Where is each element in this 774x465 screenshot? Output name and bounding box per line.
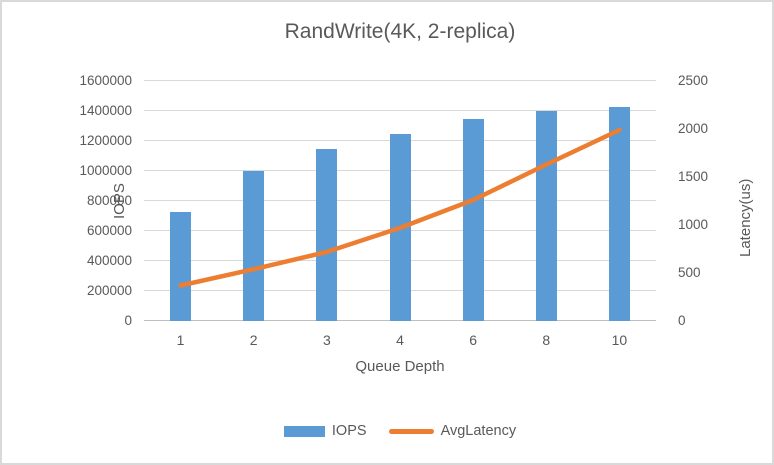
x-axis-tick-label: 4 [396,332,404,348]
iops-bar-swatch-icon [283,425,325,437]
iops-bar [170,211,192,321]
legend-item-iops: IOPS [283,423,367,439]
right-axis-tick-label: 1500 [678,169,709,184]
legend-label-avglatency: AvgLatency [440,423,517,439]
gridline [144,110,656,111]
left-axis-tick-label: 600000 [86,223,132,238]
x-axis-tick-label: 2 [249,332,258,348]
right-axis-tick-label: 2500 [678,73,709,88]
iops-bar [608,106,630,321]
left-axis-tick-label: 1400000 [79,103,132,118]
right-axis-tick-label: 2000 [678,121,709,136]
left-axis-tick-label: 1000000 [79,163,132,178]
legend-label-iops: IOPS [331,423,367,439]
x-axis-tick-label: 8 [542,332,551,348]
legend: IOPS AvgLatency [144,423,656,439]
chart-title: RandWrite(4K, 2-replica) [284,20,516,43]
left-axis-tick-label: 1200000 [79,133,132,148]
left-axis-tick-label: 200000 [86,283,132,298]
right-axis-tick-label: 1000 [678,217,709,232]
x-axis-tick-label: 6 [469,332,478,348]
x-axis-tick-label: 3 [322,332,331,348]
gridline [144,80,656,81]
left-axis-tick-label: 1600000 [79,73,132,88]
x-axis-title: Queue Depth [355,358,445,375]
x-axis-tick-label: 10 [611,332,628,348]
legend-item-avglatency: AvgLatency [388,423,517,439]
avglatency-line [178,127,622,288]
right-axis-title: Latency(us) [737,178,754,258]
iops-bar [462,118,484,321]
left-axis-tick-label: 800000 [86,193,132,208]
x-axis-tick-label: 1 [176,332,185,348]
iops-bar [243,171,265,321]
right-axis-tick-label: 0 [678,313,686,328]
left-axis-tick-label: 400000 [86,253,132,268]
avglatency-line-swatch-icon [388,428,434,434]
line-series [178,127,622,288]
plot-area [144,80,656,321]
right-axis-tick-label: 500 [678,265,701,280]
iops-bar [316,148,338,321]
left-axis-tick-label: 0 [124,313,132,328]
